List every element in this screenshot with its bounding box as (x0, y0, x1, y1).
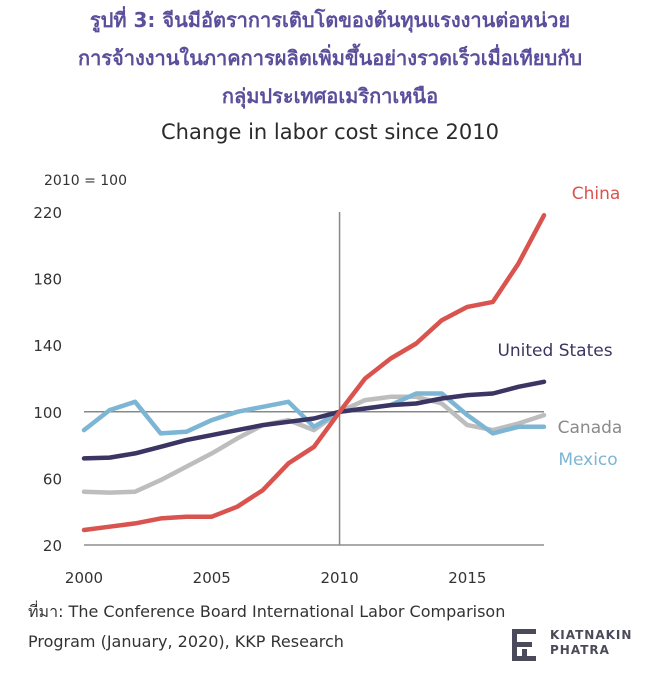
series-label-mexico: Mexico (558, 450, 617, 470)
source-line-1: ที่มา: The Conference Board Internationa… (28, 602, 506, 621)
y-tick-label: 140 (33, 337, 62, 355)
title-line-3: กลุ่มประเทศอเมริกาเหนือ (221, 84, 439, 108)
chart-axes: 20 60 100 140 180 220 2000 2005 2010 2015 (33, 204, 544, 587)
unit-note: 2010 = 100 (44, 173, 127, 189)
title-line-1: รูปที่ 3: จีนมีอัตราการเติบโตของต้นทุนแร… (89, 8, 571, 32)
x-tick-label: 2000 (65, 569, 103, 587)
y-tick-label: 20 (43, 537, 62, 555)
series-line-canada (81, 394, 547, 495)
series-line-mexico (81, 391, 547, 436)
y-tick-label: 220 (33, 204, 62, 222)
series-line-united-states (81, 379, 547, 461)
y-tick-label: 60 (43, 470, 62, 488)
kiatnakin-phatra-logo: KIATNAKIN PHATRA (508, 625, 658, 669)
x-tick-label: 2015 (448, 569, 486, 587)
series-label-united-states: United States (497, 341, 612, 361)
logo-text-line-1: KIATNAKIN (550, 628, 633, 642)
title-line-2: การจ้างงานในภาคการผลิตเพิ่มขึ้นอย่างรวดเ… (77, 46, 583, 70)
logo-text-line-2: PHATRA (550, 643, 610, 657)
series-line-china (81, 213, 547, 533)
chart-series-labels: Canada Mexico United States China (497, 184, 622, 470)
series-label-canada: Canada (558, 418, 623, 438)
series-label-china: China (572, 184, 621, 204)
line-chart: 20 60 100 140 180 220 2000 2005 2010 2015 Canada M… (33, 184, 622, 587)
chart-series-lines (81, 213, 547, 533)
y-tick-label: 180 (33, 271, 62, 289)
kkp-logo-icon (512, 629, 536, 661)
x-tick-label: 2005 (193, 569, 231, 587)
source-line-2: Program (January, 2020), KKP Research (28, 632, 344, 651)
y-tick-label: 100 (33, 404, 62, 422)
chart-title: Change in labor cost since 2010 (161, 120, 499, 144)
x-tick-label: 2010 (320, 569, 358, 587)
